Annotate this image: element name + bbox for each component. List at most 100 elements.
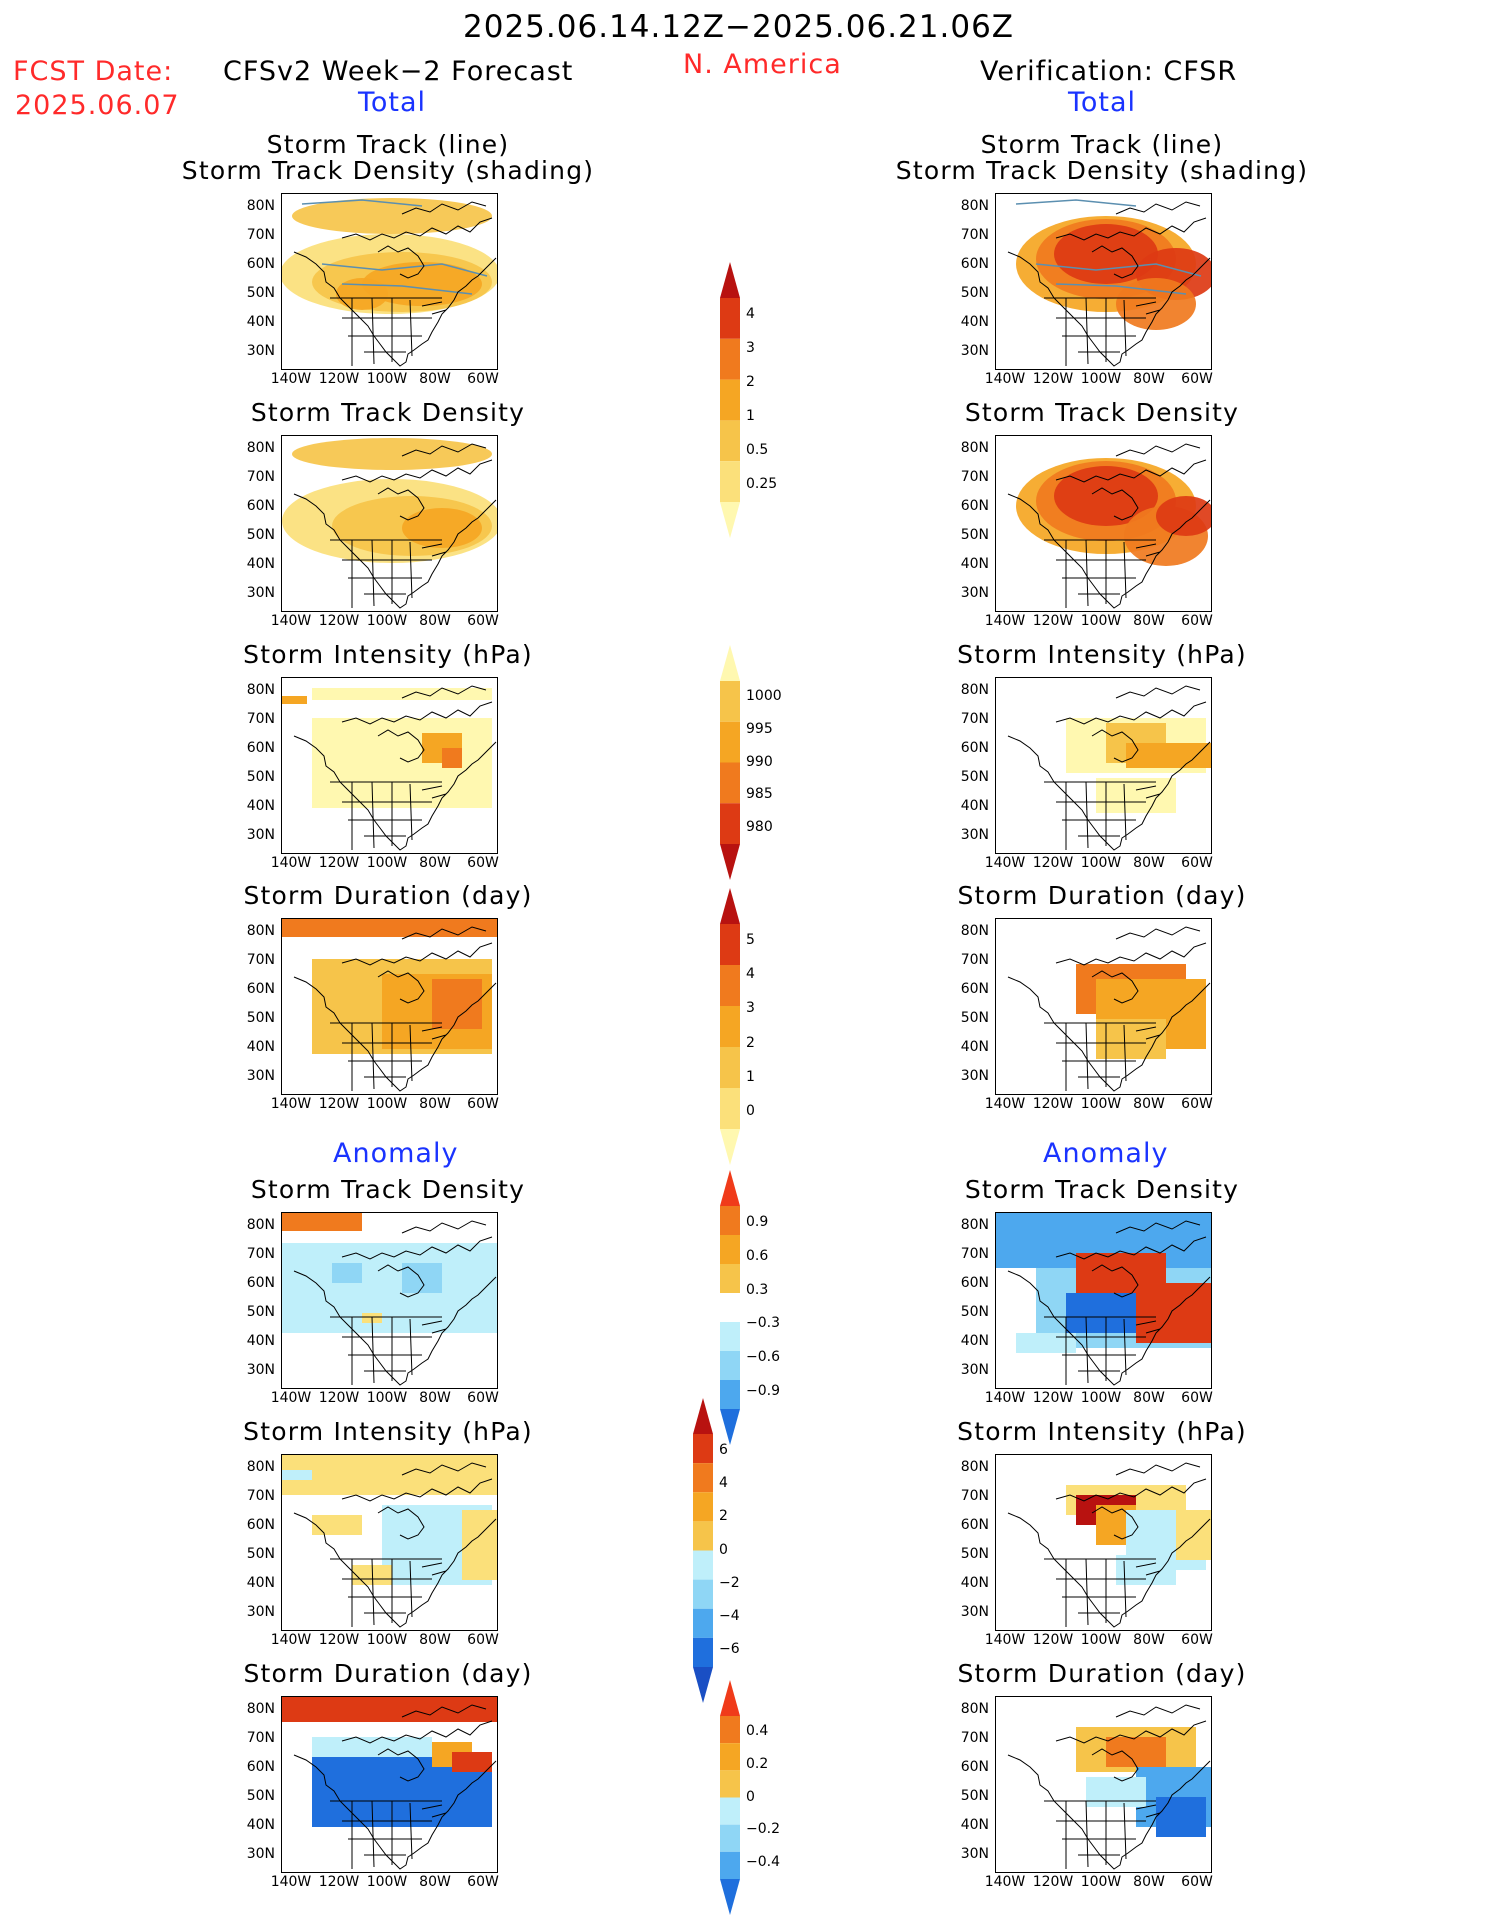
panel-title: Storm Track Density [964,1175,1240,1204]
colorbar-label: 4 [746,306,755,322]
lat-label: 80N [960,1217,989,1233]
colorbar-swatch [720,379,740,421]
lon-label: 120W [318,1874,360,1890]
storm-track-line [1015,199,1202,295]
lat-label: 30N [246,585,275,601]
lon-label: 60W [1181,1632,1213,1648]
map-panel [995,1696,1212,1873]
colorbar-swatch [720,1879,740,1915]
colorbar-label: 0 [719,1541,728,1558]
map-outline [1007,1512,1211,1628]
lat-label: 80N [246,923,275,939]
lat-label: 80N [246,1217,275,1233]
colorbar-density_anom [720,1170,740,1445]
shading-cell [1116,1555,1176,1585]
colorbar-swatch [720,1824,740,1852]
lat-label: 40N [960,1333,989,1349]
colorbar-swatch [720,844,740,880]
map-outline [1044,297,1161,366]
colorbar-label: −2 [719,1574,740,1591]
map-outline [1007,976,1211,1092]
lon-label: 80W [419,1390,451,1406]
shading-cell [1016,1333,1076,1353]
lon-label: 80W [1133,1390,1165,1406]
shading-cell [312,718,492,808]
colorbar-label: −4 [719,1608,740,1625]
lat-label: 40N [960,556,989,572]
colorbar-label: 995 [746,720,773,737]
colorbar-label: 3 [746,340,755,356]
lat-label: 30N [960,585,989,601]
lon-label: 140W [270,855,312,871]
map-outline [293,493,497,609]
lat-label: 80N [960,923,989,939]
colorbar-label: 0.5 [746,442,769,458]
lon-label: 60W [1181,613,1213,629]
map-outline [1044,1022,1161,1091]
lat-label: 30N [246,1846,275,1862]
shading-cell [282,1243,497,1333]
colorbar-swatch [693,1550,713,1580]
lat-label: 40N [246,798,275,814]
map-outline [330,781,447,850]
map-outline [1055,926,1207,1004]
lon-label: 80W [419,1096,451,1112]
shading-cell [1136,1283,1211,1343]
left-anomaly-label: Anomaly [333,1138,459,1169]
lon-label: 140W [270,1390,312,1406]
lon-label: 120W [1032,1874,1074,1890]
lat-label: 70N [246,1730,275,1746]
map-outline [341,685,493,763]
lon-label: 100W [366,613,408,629]
map-svg [282,685,497,851]
map-outline [293,1512,497,1628]
map-outline [1055,685,1207,763]
map-svg [1007,685,1211,851]
lon-label: 120W [318,1096,360,1112]
lon-label: 120W [1032,855,1074,871]
colorbar-swatch [693,1463,713,1493]
lat-label: 80N [960,1459,989,1475]
lat-label: 50N [960,1304,989,1320]
shading-blob [292,198,492,234]
lat-label: 30N [960,1362,989,1378]
lat-label: 50N [960,1010,989,1026]
colorbar-label: 4 [746,966,755,983]
panel-title: Storm Track Density [964,398,1240,427]
map-outline [1007,251,1211,367]
lat-label: 70N [246,469,275,485]
lon-label: 100W [1080,1390,1122,1406]
shading-cell [1156,1797,1206,1837]
colorbar-swatch [720,1351,740,1380]
lon-label: 100W [366,855,408,871]
colorbar-label: 4 [719,1474,728,1491]
lat-label: 50N [960,1788,989,1804]
lat-label: 60N [246,740,275,756]
lat-label: 80N [246,440,275,456]
lon-label: 60W [1181,1390,1213,1406]
map-outline [1007,1270,1211,1386]
map-outline [341,1462,493,1540]
lon-label: 100W [1080,1096,1122,1112]
panel-title: Storm Track (line) [980,130,1224,159]
colorbar-label: 990 [746,753,773,770]
colorbar-swatch [720,1851,740,1879]
panel-title: Storm Track (line) [266,130,510,159]
lon-label: 80W [1133,855,1165,871]
fcst-date-label: FCST Date: [13,56,174,87]
panel-title: Storm Track Density [250,398,526,427]
colorbar-label: −0.9 [746,1383,780,1400]
map-svg [1007,1704,1211,1870]
shading-cell [332,1263,362,1283]
lon-label: 60W [1181,1096,1213,1112]
map-svg [1007,443,1211,609]
panel-title: Storm Track Density [250,1175,526,1204]
map-outline [293,1270,497,1386]
lon-label: 60W [467,1632,499,1648]
lon-label: 100W [1080,613,1122,629]
forecast-title: CFSv2 Week−2 Forecast [223,56,574,87]
lat-label: 30N [960,1846,989,1862]
lon-label: 100W [366,1632,408,1648]
colorbar-label: 2 [746,374,755,390]
map-outline [1055,1462,1207,1540]
